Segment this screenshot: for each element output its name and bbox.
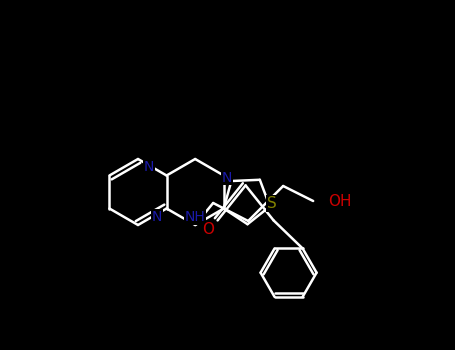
Text: N: N [144, 160, 155, 174]
Text: OH: OH [328, 194, 352, 209]
Text: N: N [152, 210, 162, 224]
Text: NH: NH [185, 210, 206, 224]
Text: N: N [222, 170, 232, 184]
Text: O: O [202, 222, 215, 237]
Text: S: S [267, 196, 277, 211]
